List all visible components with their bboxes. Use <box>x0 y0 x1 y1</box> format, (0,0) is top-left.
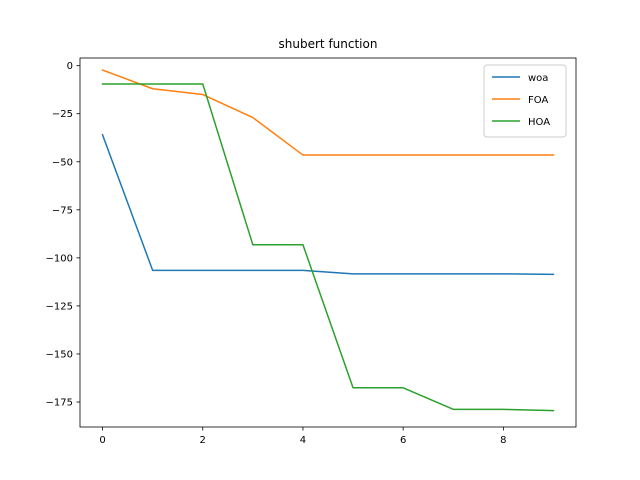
legend-label-hoa: HOA <box>528 117 550 128</box>
y-tick-label: −75 <box>52 205 73 216</box>
y-tick-label: −150 <box>46 349 73 360</box>
x-axis: 0 2 4 6 8 <box>99 427 507 446</box>
legend-frame <box>483 64 567 138</box>
x-tick-label: 8 <box>500 435 506 446</box>
plot-frame <box>79 57 577 428</box>
series-line-hoa <box>101 83 555 412</box>
series-line-foa <box>101 69 555 156</box>
x-tick-label: 6 <box>400 435 406 446</box>
y-tick-label: 0 <box>67 61 73 72</box>
x-tick-label: 4 <box>300 435 306 446</box>
legend-label-foa: FOA <box>528 95 548 106</box>
legend-label-woa: woa <box>528 73 548 84</box>
y-axis: 0 −25 −50 −75 −100 −125 −150 −175 <box>46 61 80 409</box>
chart-title: shubert function <box>279 37 378 51</box>
y-tick-label: −175 <box>46 398 73 409</box>
y-tick-label: −25 <box>52 109 73 120</box>
y-tick-label: −100 <box>46 253 73 264</box>
y-tick-label: −50 <box>52 157 73 168</box>
plot-area <box>79 57 577 428</box>
y-tick-label: −125 <box>46 301 73 312</box>
x-tick-label: 0 <box>99 435 105 446</box>
legend: woa FOA HOA <box>483 64 567 138</box>
series-line-woa <box>101 133 555 276</box>
x-tick-label: 2 <box>200 435 206 446</box>
